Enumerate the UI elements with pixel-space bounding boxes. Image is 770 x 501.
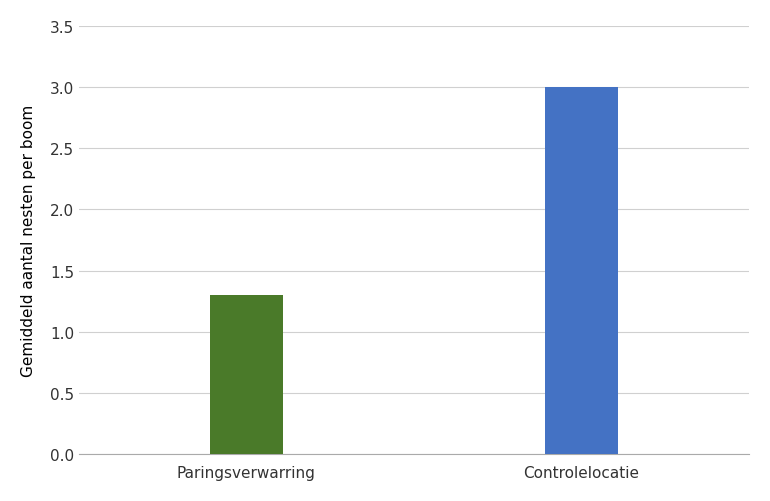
Bar [544, 88, 618, 454]
Bar [209, 296, 283, 454]
Y-axis label: Gemiddeld aantal nesten per boom: Gemiddeld aantal nesten per boom [21, 105, 36, 376]
